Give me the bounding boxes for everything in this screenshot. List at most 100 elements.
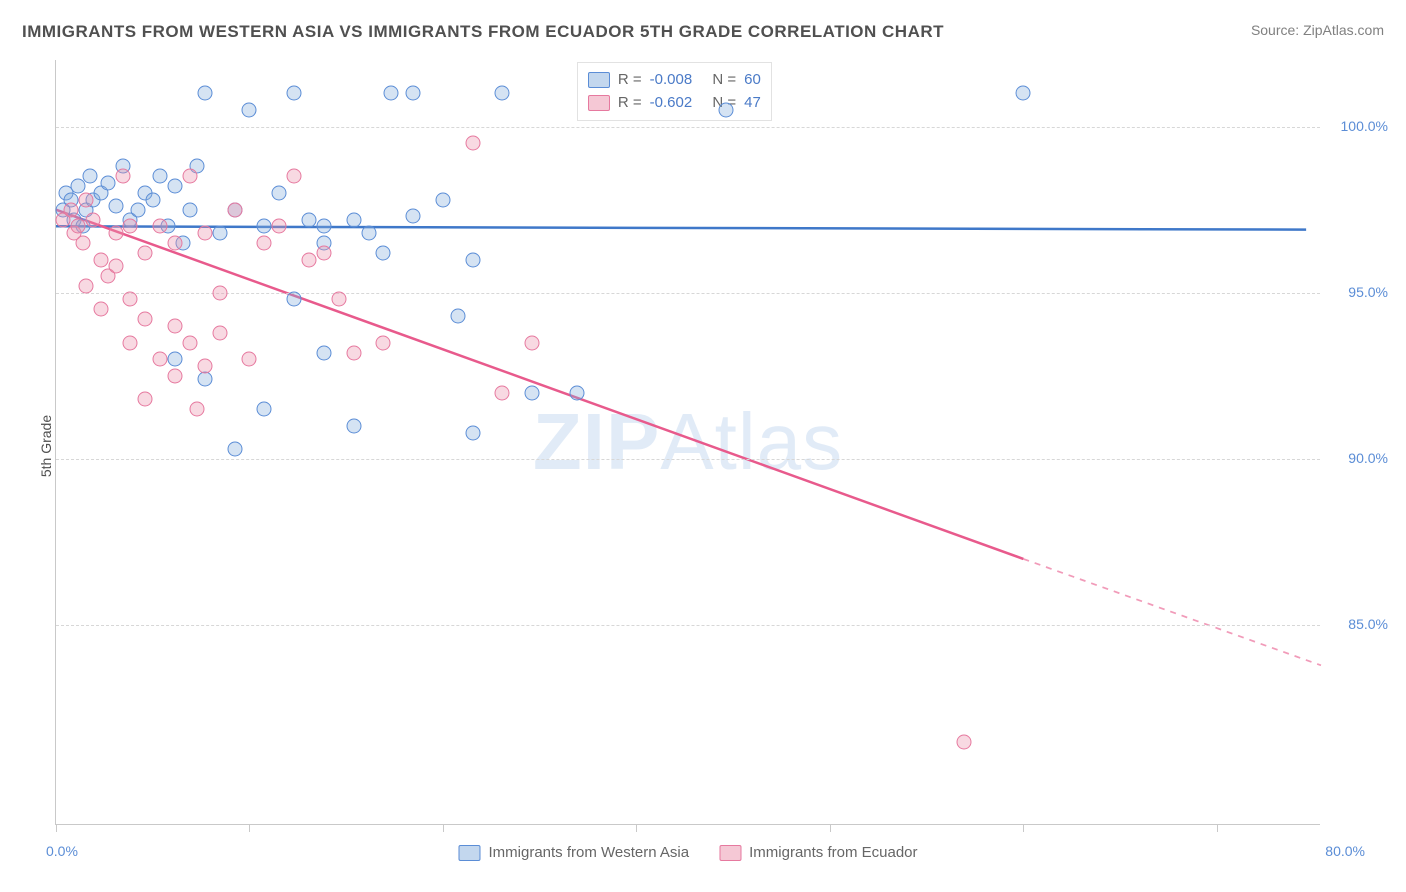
legend-n-value-0: 60 [744,69,761,92]
scatter-point [361,225,376,240]
scatter-point [406,86,421,101]
scatter-point [108,225,123,240]
scatter-point [227,202,242,217]
legend-swatch-pink-icon [588,95,610,111]
scatter-point [316,345,331,360]
scatter-point [376,245,391,260]
scatter-point [1016,86,1031,101]
y-tick-label: 100.0% [1341,118,1388,134]
scatter-point [115,169,130,184]
scatter-point [287,169,302,184]
scatter-point [153,169,168,184]
scatter-point [168,352,183,367]
y-tick-label: 85.0% [1348,616,1388,632]
scatter-point [101,176,116,191]
scatter-point [287,86,302,101]
legend-n-value-1: 47 [744,92,761,115]
scatter-point [465,425,480,440]
scatter-point [168,235,183,250]
scatter-point [718,102,733,117]
scatter-point [75,235,90,250]
scatter-point [108,259,123,274]
legend-swatch-blue-icon [588,72,610,88]
x-tick [1023,824,1024,832]
scatter-point [272,186,287,201]
x-tick [443,824,444,832]
scatter-point [272,219,287,234]
legend-r-value-0: -0.008 [650,69,693,92]
scatter-point [168,368,183,383]
scatter-point [435,192,450,207]
scatter-point [93,252,108,267]
gridline [56,459,1320,460]
x-tick [830,824,831,832]
scatter-point [93,302,108,317]
scatter-point [346,418,361,433]
legend-swatch-pink [719,845,741,861]
legend-label-ecuador: Immigrants from Ecuador [749,844,917,861]
source-attribution: Source: ZipAtlas.com [1251,22,1384,38]
scatter-point [212,285,227,300]
scatter-point [138,245,153,260]
chart-plot-area: ZIPAtlas 0.0% 80.0% Immigrants from West… [55,60,1320,825]
scatter-point [212,325,227,340]
scatter-point [153,219,168,234]
scatter-point [406,209,421,224]
scatter-point [123,335,138,350]
x-axis-min-label: 0.0% [46,843,78,859]
chart-title: IMMIGRANTS FROM WESTERN ASIA VS IMMIGRAN… [22,22,944,42]
x-axis-max-label: 80.0% [1325,843,1365,859]
x-tick [1217,824,1218,832]
scatter-point [108,199,123,214]
x-tick [249,824,250,832]
scatter-point [168,319,183,334]
scatter-point [287,292,302,307]
scatter-point [83,169,98,184]
scatter-point [242,102,257,117]
scatter-point [86,212,101,227]
scatter-point [465,136,480,151]
scatter-point [956,734,971,749]
y-tick-label: 95.0% [1348,284,1388,300]
scatter-point [78,192,93,207]
scatter-point [465,252,480,267]
regression-line-extrapolated [1023,559,1321,665]
scatter-point [182,335,197,350]
scatter-point [138,312,153,327]
scatter-point [197,86,212,101]
scatter-point [316,245,331,260]
scatter-point [197,225,212,240]
scatter-point [212,225,227,240]
legend-correlation: R = -0.008 N = 60 R = -0.602 N = 47 [577,62,772,121]
legend-label-western-asia: Immigrants from Western Asia [488,844,689,861]
scatter-point [495,86,510,101]
scatter-point [383,86,398,101]
scatter-point [346,345,361,360]
scatter-point [123,292,138,307]
scatter-point [227,442,242,457]
scatter-point [525,335,540,350]
scatter-point [138,392,153,407]
scatter-point [197,372,212,387]
scatter-point [302,212,317,227]
scatter-point [145,192,160,207]
scatter-point [525,385,540,400]
gridline [56,127,1320,128]
scatter-point [63,202,78,217]
legend-item-western-asia: Immigrants from Western Asia [458,844,689,861]
scatter-point [569,385,584,400]
scatter-point [123,219,138,234]
legend-bottom: Immigrants from Western Asia Immigrants … [458,844,917,861]
scatter-point [302,252,317,267]
scatter-point [316,219,331,234]
scatter-point [182,169,197,184]
scatter-point [71,219,86,234]
legend-swatch-blue [458,845,480,861]
scatter-point [346,212,361,227]
scatter-point [197,359,212,374]
scatter-point [495,385,510,400]
scatter-point [182,202,197,217]
scatter-point [257,235,272,250]
scatter-point [242,352,257,367]
legend-r-value-1: -0.602 [650,92,693,115]
